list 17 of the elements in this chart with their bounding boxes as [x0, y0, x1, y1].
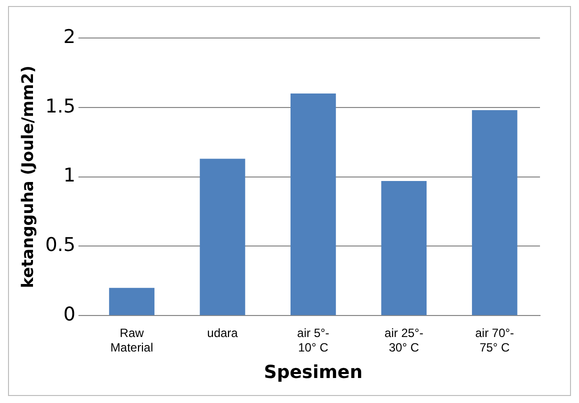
y-tick-label: 2	[63, 26, 76, 48]
y-tick-label: 1.5	[45, 95, 76, 118]
bar	[472, 110, 518, 316]
x-tick-label: air 70°-75° C	[475, 326, 514, 355]
y-axis-title: ketangguha (Joule/mm2)	[18, 66, 37, 288]
y-tick-label: 0.5	[45, 234, 76, 256]
x-tick-label: air 5°-10° C	[297, 326, 330, 355]
x-axis-title: Spesimen	[264, 362, 363, 383]
y-tick-label: 0	[63, 304, 76, 326]
bar	[381, 180, 427, 316]
x-tick-label: udara	[207, 326, 238, 340]
bar	[109, 288, 154, 316]
bar	[200, 158, 246, 316]
x-tick-label: air 25°-30° C	[384, 326, 424, 355]
y-tick-label: 1	[63, 164, 76, 187]
bar	[290, 94, 336, 316]
x-tick-label: Raw Material	[110, 326, 154, 355]
